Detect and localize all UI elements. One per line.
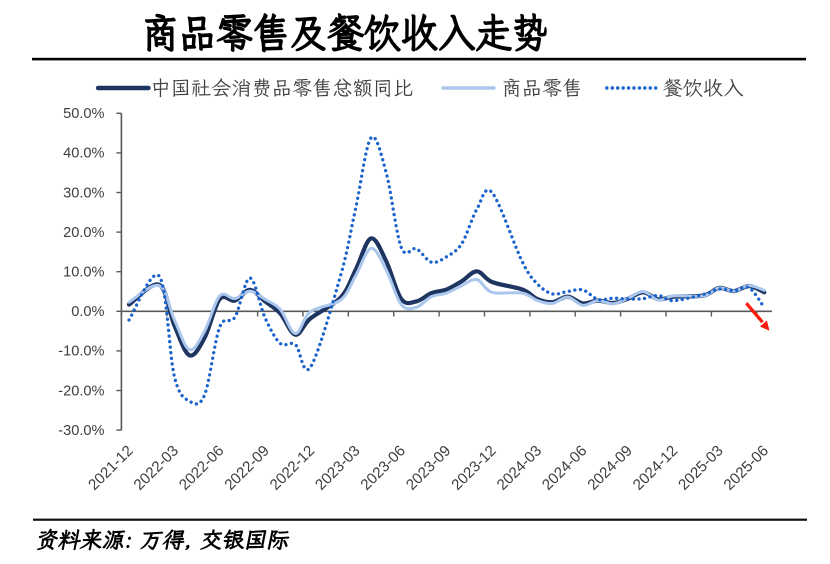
svg-text:-30.0%: -30.0% — [58, 423, 104, 439]
svg-text:30.0%: 30.0% — [63, 185, 104, 201]
svg-text:-20.0%: -20.0% — [58, 383, 104, 399]
svg-text:10.0%: 10.0% — [63, 265, 104, 281]
svg-text:-10.0%: -10.0% — [58, 344, 104, 360]
svg-text:50.0%: 50.0% — [63, 106, 104, 122]
svg-text:0.0%: 0.0% — [71, 304, 104, 320]
svg-text:40.0%: 40.0% — [63, 146, 104, 162]
svg-text:20.0%: 20.0% — [63, 225, 104, 241]
